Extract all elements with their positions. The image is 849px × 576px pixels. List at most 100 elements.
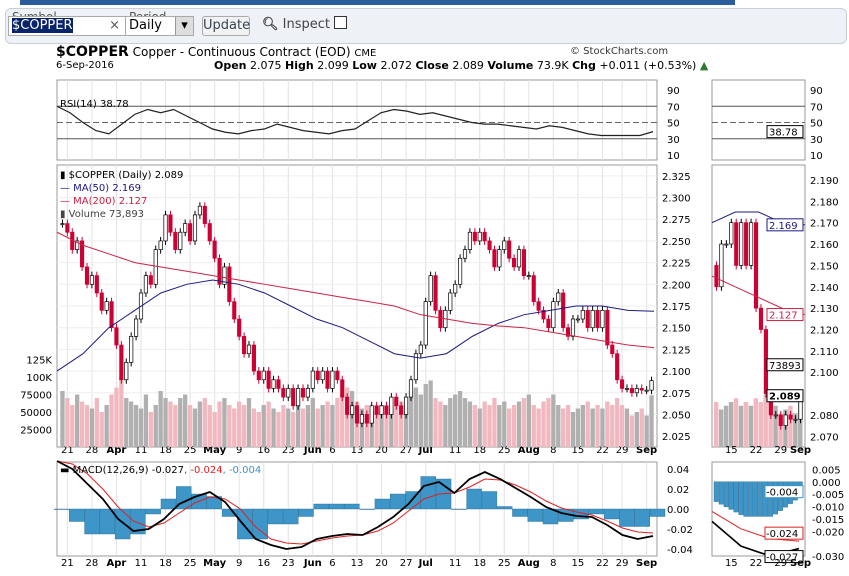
volume-bar	[428, 380, 433, 447]
candle	[418, 344, 423, 355]
volume-bar	[232, 408, 237, 447]
zoom-macd-tick: -0.005	[812, 490, 844, 501]
price-tick: 2.025	[662, 432, 691, 443]
macd-histogram-bar	[512, 508, 528, 517]
macd-histogram-bar	[298, 508, 314, 517]
macd-histogram-bar	[206, 496, 223, 510]
x-tick-label: Apr	[107, 445, 127, 456]
zoom-volume-bar	[738, 405, 744, 447]
price-tick: 2.225	[662, 259, 691, 270]
volume-bar	[482, 401, 487, 447]
zoom-x-tick-label: Sep	[790, 445, 811, 456]
macd-histogram-bar	[634, 508, 650, 527]
volume-bar	[335, 398, 340, 447]
symbol-input[interactable]: $COPPER ×	[8, 16, 127, 36]
rsi-line	[56, 105, 654, 137]
volume-bar	[462, 398, 468, 447]
candle	[423, 301, 428, 346]
volume-bar	[389, 408, 394, 447]
chevron-down-icon[interactable]: ▾	[175, 17, 193, 35]
candle	[261, 370, 266, 381]
candle	[472, 231, 477, 242]
volume-bar	[605, 401, 610, 447]
candle	[173, 231, 178, 250]
x-tick-label: 29	[616, 445, 629, 456]
update-button[interactable]: Update	[202, 16, 250, 36]
candle	[271, 379, 276, 389]
price-label: ▮ $COPPER (Daily) 2.089	[60, 170, 183, 181]
volume-bar	[580, 405, 585, 447]
volume-bar	[403, 398, 409, 447]
candle	[512, 257, 517, 268]
volume-bar	[305, 405, 311, 447]
volume-bar	[467, 401, 473, 447]
x-tick-label: 27	[400, 445, 413, 456]
search-icon: 🔍︎	[262, 17, 279, 32]
zoom-volume-bar	[758, 402, 763, 447]
candle	[192, 214, 198, 242]
candle	[492, 249, 497, 268]
candle	[477, 231, 482, 242]
volume-bar	[551, 394, 556, 447]
macd-signal-label: , -0.024	[184, 465, 223, 476]
x-tick-label: Apr	[107, 558, 127, 569]
volume-bar	[217, 401, 222, 447]
volume-bar	[399, 401, 404, 447]
candle	[428, 275, 433, 303]
volume-bar	[237, 401, 242, 447]
zoom-macd-histogram-bar	[728, 481, 734, 510]
candle	[531, 275, 536, 303]
x-tick-label: 13	[351, 558, 364, 569]
candle	[153, 249, 158, 285]
x-tick-label: 18	[473, 445, 486, 456]
macd-histogram-bar	[619, 508, 635, 527]
clear-icon[interactable]: ×	[109, 18, 120, 33]
macd-legend: ▬ MACD(12,26,9) -0.027, -0.024, -0.004	[60, 465, 261, 476]
macd-histogram-bar	[237, 508, 253, 540]
x-tick-label: 18	[159, 558, 172, 569]
rsi-value: 38.78	[769, 128, 798, 139]
volume-bar	[457, 391, 463, 447]
volume-bar	[374, 408, 379, 447]
volume-bar	[163, 398, 168, 447]
candle	[516, 249, 522, 268]
volume-bar	[575, 408, 581, 447]
candle	[246, 344, 252, 355]
volume-bar	[315, 408, 320, 447]
inspect-toggle[interactable]: 🔍︎ Inspect	[262, 16, 348, 32]
candle	[629, 388, 634, 394]
zoom-volume-bar	[753, 398, 758, 447]
candle	[773, 414, 778, 417]
value-tag	[766, 218, 804, 232]
top-banner	[20, 0, 735, 5]
candle	[541, 309, 546, 320]
candle	[286, 388, 291, 398]
macd-histogram-bar	[267, 508, 284, 525]
zoom-price-tick: 2.120	[810, 326, 839, 337]
x-tick-label: 13	[351, 445, 364, 456]
candle	[394, 396, 399, 407]
volume-bar	[516, 401, 522, 447]
candle	[202, 205, 207, 224]
macd-histogram-bar	[359, 508, 375, 510]
inspect-label: Inspect	[282, 17, 330, 32]
volume-bar	[222, 398, 227, 447]
candle	[251, 344, 256, 372]
candle	[788, 414, 793, 420]
volume-bar	[394, 405, 399, 447]
candle	[458, 257, 463, 285]
volume-bar	[546, 398, 551, 447]
candle	[502, 240, 507, 250]
zoom-macd-histogram-bar	[763, 481, 769, 517]
x-tick-label: 8	[550, 445, 556, 456]
macd-tick: -0.04	[667, 545, 693, 556]
volume-bar	[109, 394, 114, 447]
candle	[359, 414, 364, 424]
zoom-price-tick: 2.080	[810, 411, 839, 422]
period-select[interactable]: Daily ▾	[125, 16, 194, 36]
candle	[168, 214, 173, 233]
volume-bar	[595, 405, 600, 447]
macd-histogram-bar	[328, 503, 345, 510]
inspect-checkbox[interactable]	[334, 16, 348, 29]
volume-bar	[359, 408, 365, 447]
